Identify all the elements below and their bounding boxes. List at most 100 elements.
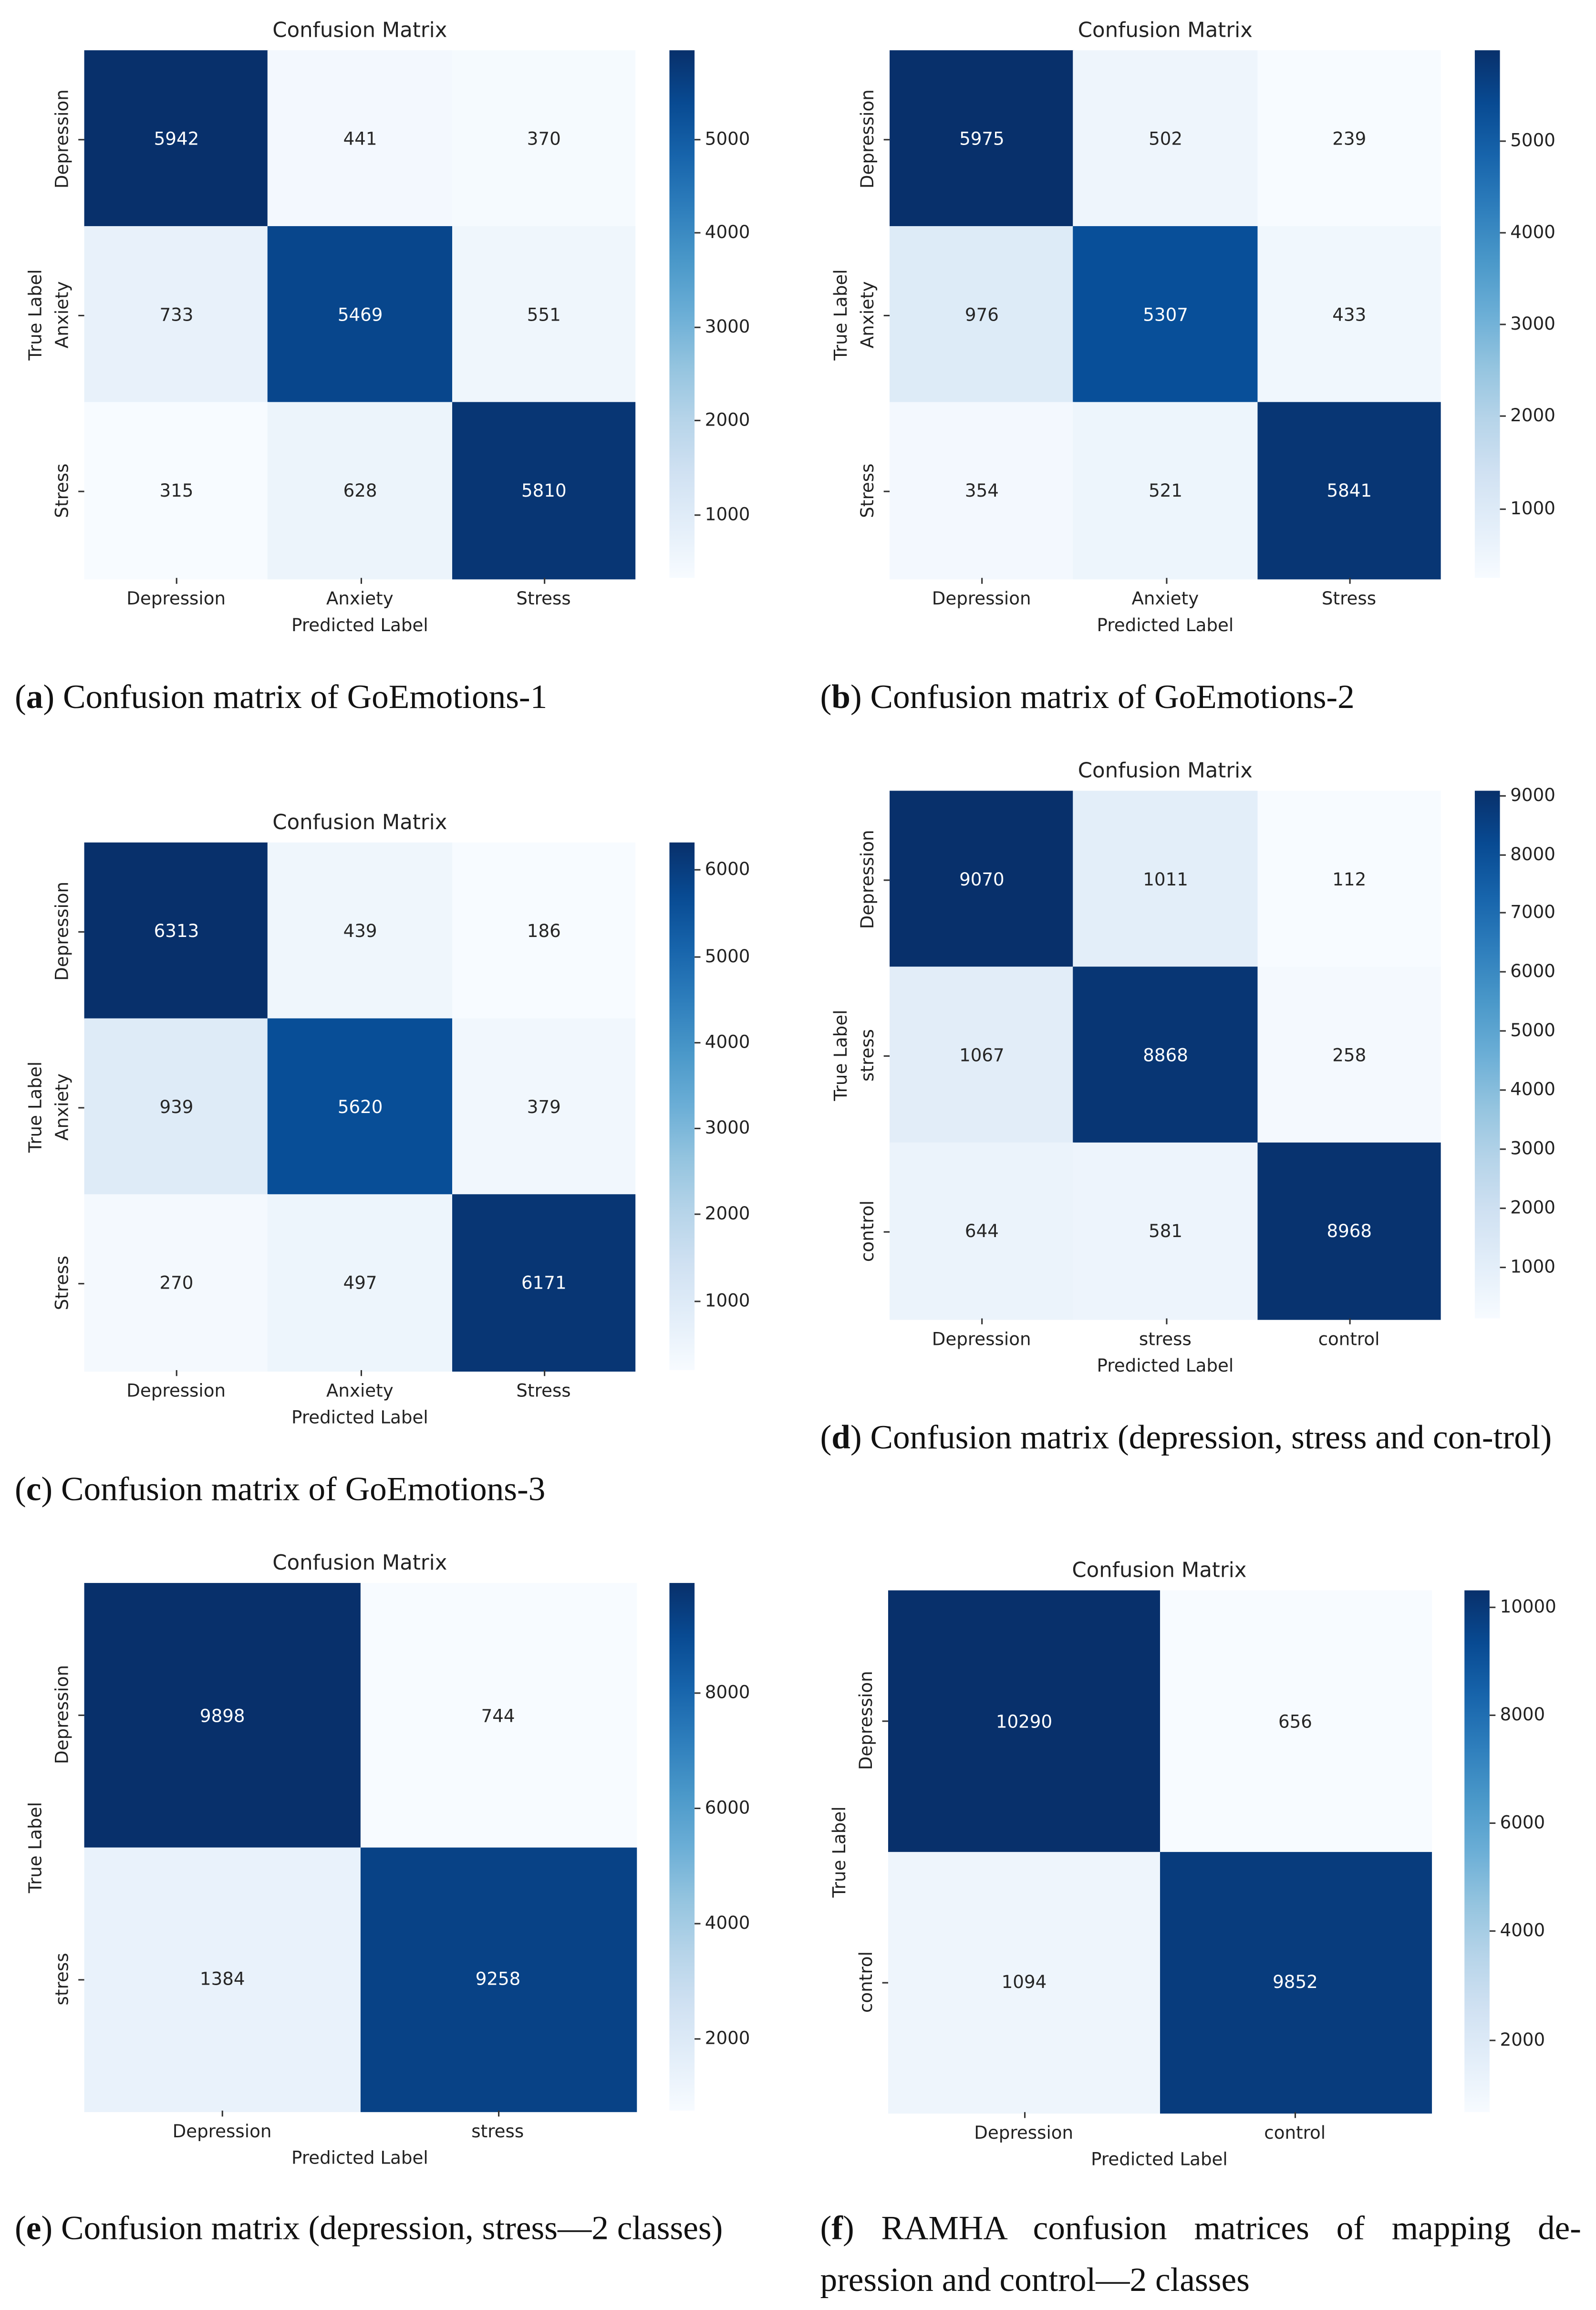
caption-text: Confusion matrix of GoEmotions-1 <box>62 678 548 716</box>
colorbar-tick-mark <box>1489 1714 1496 1716</box>
y-tick-label: stress <box>52 1952 73 2005</box>
heatmap-cell-value: 9258 <box>360 1847 636 2112</box>
caption-text: Confusion matrix (depression, stress and… <box>870 1419 1552 1456</box>
x-tick-mark <box>176 578 178 584</box>
heatmap-cell-value: 6171 <box>451 1194 636 1371</box>
x-tick-label: Depression <box>932 1329 1031 1350</box>
y-tick-mark <box>882 1720 888 1723</box>
heatmap-cell-value: 258 <box>1257 967 1442 1144</box>
colorbar-tick-label: 5000 <box>705 945 750 966</box>
colorbar <box>1474 50 1500 578</box>
y-tick-mark <box>78 1715 84 1717</box>
colorbar-tick-label: 8000 <box>1510 843 1555 864</box>
heatmap-cell-value: 6313 <box>84 842 269 1020</box>
caption-paren: ) <box>850 1419 871 1456</box>
heatmap-cell-value: 939 <box>84 1018 269 1195</box>
x-tick-label: Stress <box>1321 588 1377 609</box>
colorbar-tick-label: 2000 <box>1510 1197 1555 1218</box>
caption-text: Confusion matrix of GoEmotions-3 <box>61 1470 546 1508</box>
y-tick-mark <box>883 1054 890 1056</box>
heatmap-cell-value: 9852 <box>1159 1851 1431 2113</box>
heatmap-cell-value: 1384 <box>84 1847 361 2112</box>
y-tick-mark <box>78 490 84 492</box>
colorbar-tick-label: 6000 <box>705 1797 750 1818</box>
y-tick-mark <box>78 1282 84 1284</box>
y-axis-label: True Label <box>25 1801 46 1893</box>
chart-title: Confusion Matrix <box>1072 1559 1247 1583</box>
caption-paren: ) <box>850 678 871 716</box>
colorbar-tick-label: 9000 <box>1510 784 1555 805</box>
heatmap-cell-value: 370 <box>451 50 636 227</box>
colorbar <box>669 50 695 578</box>
y-tick-mark <box>883 314 890 316</box>
colorbar-tick-mark <box>694 869 701 871</box>
heatmap-cell-value: 628 <box>268 402 453 579</box>
x-tick-label: Anxiety <box>1131 588 1199 609</box>
colorbar <box>669 842 695 1370</box>
colorbar-tick-mark <box>1489 1822 1496 1824</box>
colorbar-tick-mark <box>694 2038 701 2040</box>
x-tick-label: Stress <box>516 1380 571 1401</box>
colorbar-tick-mark <box>694 1923 701 1925</box>
caption-paren: ( <box>14 678 26 716</box>
heatmap-cell-value: 656 <box>1159 1590 1431 1852</box>
heatmap-cell-value: 439 <box>268 842 453 1020</box>
colorbar-tick-label: 2000 <box>705 409 750 430</box>
colorbar-tick-mark <box>694 1127 701 1130</box>
x-tick-mark <box>360 1370 362 1376</box>
heatmap-cell-value: 5975 <box>890 50 1074 227</box>
colorbar-tick-label: 4000 <box>1510 221 1555 242</box>
figure-caption: (d) Confusion matrix (depression, stress… <box>820 1412 1581 1463</box>
chart-title: Confusion Matrix <box>1078 19 1253 43</box>
y-tick-label: Anxiety <box>857 280 878 348</box>
x-tick-label: control <box>1318 1329 1380 1350</box>
figure-caption: (c) Confusion matrix of GoEmotions-3 <box>15 1463 783 1515</box>
y-tick-mark <box>882 1981 888 1983</box>
heatmap-cell-value: 186 <box>451 842 636 1020</box>
heatmap-cell-value: 441 <box>268 50 453 227</box>
caption-text: RAMHA confusion matrices of mapping de-p… <box>820 2209 1581 2299</box>
x-axis-label: Predicted Label <box>1091 2149 1228 2170</box>
colorbar-tick-mark <box>694 138 701 140</box>
chart-title: Confusion Matrix <box>1078 760 1253 783</box>
figure-caption: (f) RAMHA confusion matrices of mapping … <box>820 2202 1581 2306</box>
caption-paren: ( <box>14 2209 26 2247</box>
colorbar-tick-label: 6000 <box>1500 1812 1545 1833</box>
x-tick-label: Depression <box>932 588 1031 609</box>
colorbar-tick-label: 6000 <box>1510 961 1555 982</box>
x-tick-mark <box>1349 578 1351 584</box>
figure-caption: (e) Confusion matrix (depression, stress… <box>15 2202 768 2254</box>
caption-text: Confusion matrix of GoEmotions-2 <box>870 678 1355 716</box>
heatmap-cell-value: 433 <box>1257 226 1442 403</box>
y-tick-mark <box>883 490 890 492</box>
x-axis-label: Predicted Label <box>291 2147 428 2168</box>
colorbar-tick-label: 4000 <box>705 1912 750 1934</box>
colorbar-tick-label: 8000 <box>1500 1704 1545 1725</box>
colorbar-tick-mark <box>1500 323 1506 326</box>
heatmap-cell-value: 8968 <box>1257 1142 1442 1320</box>
colorbar-tick-mark <box>1489 1606 1496 1608</box>
heatmap-cell-value: 1011 <box>1073 791 1258 968</box>
x-axis-label: Predicted Label <box>291 1407 428 1428</box>
x-tick-mark <box>981 1318 983 1324</box>
heatmap-cell-value: 521 <box>1073 402 1258 579</box>
y-tick-mark <box>78 1978 84 1980</box>
colorbar-tick-mark <box>1500 1148 1506 1150</box>
colorbar-tick-label: 2000 <box>705 2028 750 2049</box>
y-tick-label: Depression <box>855 1671 877 1770</box>
figure-caption: (b) Confusion matrix of GoEmotions-2 <box>820 671 1588 723</box>
y-tick-label: control <box>855 1951 877 2013</box>
caption-letter: f <box>831 2209 843 2247</box>
x-tick-label: Depression <box>126 588 226 609</box>
heatmap-cell-value: 497 <box>268 1194 453 1371</box>
y-tick-label: Depression <box>857 88 878 188</box>
colorbar-tick-mark <box>694 420 701 422</box>
colorbar-tick-mark <box>694 1041 701 1043</box>
y-tick-label: Depression <box>52 881 73 980</box>
x-tick-mark <box>222 2111 224 2117</box>
colorbar-tick-label: 4000 <box>705 222 750 243</box>
heatmap-cell-value: 1067 <box>890 967 1074 1144</box>
colorbar-tick-mark <box>1500 416 1506 417</box>
x-tick-label: Anxiety <box>326 1380 394 1401</box>
